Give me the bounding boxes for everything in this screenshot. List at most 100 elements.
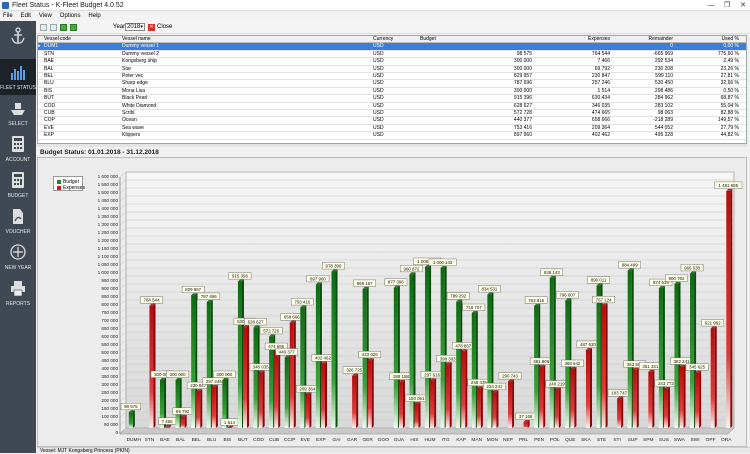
budget-bar — [596, 286, 600, 428]
x-tick-label: HUM — [425, 437, 436, 443]
expenses-data-label: 1 514 — [224, 420, 236, 425]
table-cell: USD — [373, 103, 419, 110]
gridline-side — [120, 396, 126, 401]
y-tick-label: 1 200 000 — [98, 238, 119, 243]
table-cell: Sharp edge — [122, 80, 372, 87]
table-cell: USD — [373, 132, 419, 139]
budget-data-label: 829 957 — [185, 287, 201, 292]
table-cell: Dummy vessel 1 — [122, 43, 372, 50]
sidebar-item-voucher[interactable]: VOUCHER — [0, 203, 36, 239]
menu-help[interactable]: Help — [88, 12, 100, 21]
table-cell: 32,66 % — [675, 80, 739, 87]
x-tick-label: STN — [145, 437, 155, 443]
column-header[interactable]: Remainder — [613, 36, 673, 43]
gridline-side — [120, 364, 126, 369]
sidebar-item-fleet-status[interactable]: FLEET STATUS — [0, 59, 36, 95]
year-select[interactable]: 2018▾ — [125, 23, 145, 31]
minimize-button[interactable]: — — [704, 0, 718, 11]
new-icon[interactable] — [40, 24, 47, 31]
table-cell: Black Pearl — [122, 95, 372, 102]
ship-icon — [10, 99, 26, 117]
sidebar-item-budget[interactable]: BUDGET — [0, 167, 36, 203]
gridline-side — [120, 180, 126, 185]
budget-data-label: 900 762 — [669, 276, 685, 281]
menu-file[interactable]: File — [3, 12, 13, 21]
sidebar-item-reports[interactable]: REPORTS — [0, 275, 36, 311]
table-cell: USD — [373, 95, 419, 102]
table-cell: USD — [373, 66, 419, 73]
table-cell: 230 208 — [613, 66, 673, 73]
splitter[interactable] — [37, 144, 747, 147]
gridline-side — [120, 324, 126, 329]
sidebar-logo[interactable] — [0, 23, 36, 59]
legend-expenses-label: Expenses — [63, 185, 85, 191]
table-cell: Peter vec — [122, 73, 372, 80]
table-cell: -665 969 — [613, 51, 673, 58]
close-button[interactable]: ✕Close — [148, 23, 172, 32]
x-tick-label: MAN — [471, 437, 482, 443]
y-tick-label: 550 000 — [101, 342, 118, 347]
refresh-all-icon[interactable] — [70, 24, 77, 31]
sidebar-item-account[interactable]: ACCOUNT — [0, 131, 36, 167]
x-tick-label: BLU — [207, 437, 217, 443]
expenses-data-label: 351 331 — [642, 364, 658, 369]
column-header[interactable]: Vessel name — [122, 36, 372, 43]
open-icon[interactable] — [50, 24, 57, 31]
menu-view[interactable]: View — [39, 12, 52, 21]
table-cell: Scribl — [122, 110, 372, 117]
column-header[interactable]: Budget — [420, 36, 532, 43]
gridline-side — [120, 220, 126, 225]
expenses-data-label: 478 867 — [455, 343, 471, 348]
menu-options[interactable]: Options — [60, 12, 81, 21]
column-header[interactable]: Currency — [373, 36, 419, 43]
y-tick-label: 1 600 000 — [98, 174, 119, 179]
x-tick-label: EVE — [300, 437, 310, 443]
budget-data-label: 572 728 — [263, 328, 279, 333]
y-tick-label: 900 000 — [101, 286, 118, 291]
expenses-bar — [352, 376, 356, 428]
y-tick-label: 1 050 000 — [98, 262, 119, 267]
sidebar-item-label: NEW YEAR — [0, 265, 36, 271]
legend-expenses: Expenses — [57, 185, 85, 191]
y-tick-label: 500 000 — [101, 350, 118, 355]
gridline-side — [120, 316, 126, 321]
table-cell: 149,57 % — [675, 117, 739, 124]
budget-data-label: 978 396 — [326, 263, 342, 268]
expenses-bar-side — [325, 362, 327, 428]
table-cell: USD — [373, 43, 419, 50]
sidebar-item-new-year[interactable]: NEW YEAR — [0, 239, 36, 275]
budget-data-label: 915 396 — [232, 274, 248, 279]
column-header[interactable]: Vessel code — [44, 36, 121, 43]
column-header[interactable]: Expenses — [532, 36, 610, 43]
y-tick-label: 750 000 — [101, 310, 118, 315]
refresh-icon[interactable] — [60, 24, 67, 31]
menu-edit[interactable]: Edit — [21, 12, 31, 21]
budget-data-label: 628 627 — [248, 319, 264, 324]
table-cell: 829 957 — [420, 73, 532, 80]
expenses-bar — [274, 352, 278, 428]
maximize-button[interactable]: ❐ — [720, 0, 734, 11]
gridline-side — [120, 188, 126, 193]
sidebar-item-select[interactable]: SELECT — [0, 95, 36, 131]
y-tick-label: 300 000 — [101, 382, 118, 387]
expenses-bar — [305, 395, 309, 428]
column-header[interactable]: Used % — [675, 36, 739, 43]
close-window-button[interactable]: ✕ — [736, 0, 750, 11]
budget-data-label: 300 000 — [170, 372, 186, 377]
table-cell: USD — [373, 110, 419, 117]
